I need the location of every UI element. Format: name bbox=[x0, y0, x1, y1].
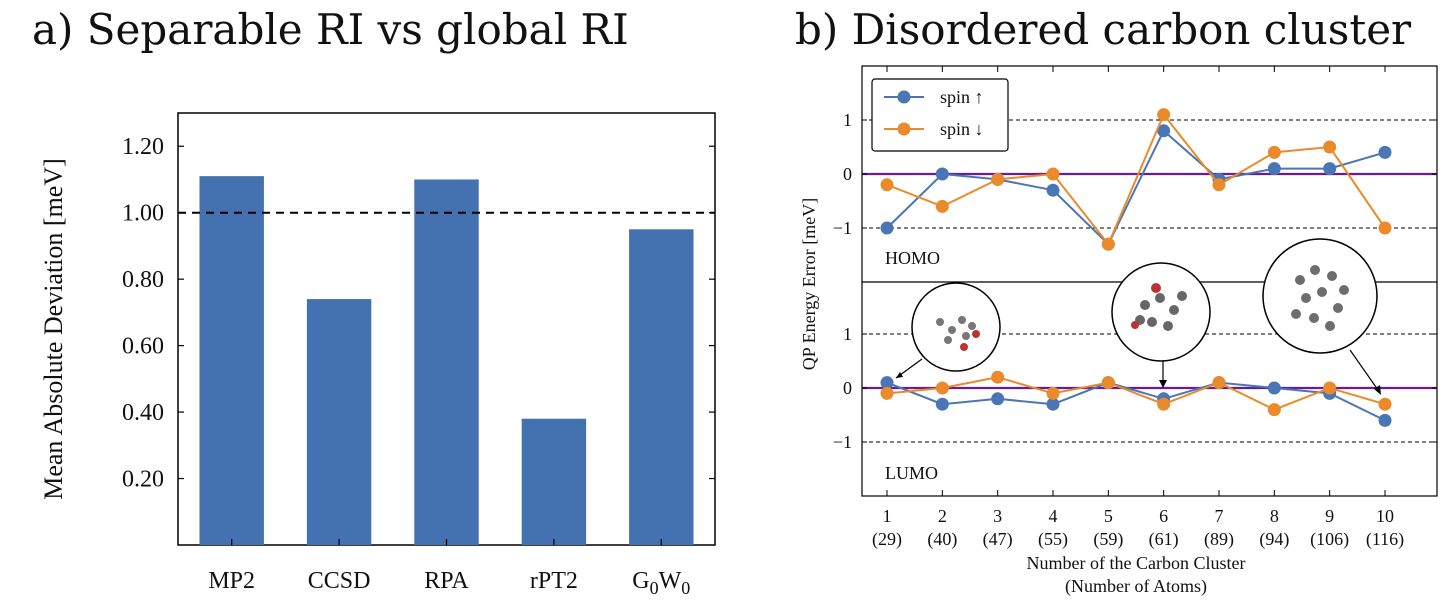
data-point-homo-down bbox=[1101, 237, 1115, 251]
plot-frame-b bbox=[861, 65, 1438, 497]
data-point-homo-down bbox=[1378, 221, 1392, 235]
x-tick-sublabel: (40) bbox=[927, 529, 957, 550]
data-point-homo-down bbox=[1267, 145, 1281, 159]
series-line-lumo-up bbox=[886, 381, 1386, 422]
data-point-lumo-up bbox=[880, 376, 894, 390]
category-label: G0W0 bbox=[632, 568, 690, 598]
x-tick-label: 5 bbox=[1104, 506, 1113, 526]
y-axis-label-b: QP Energy Error [meV] bbox=[799, 198, 819, 370]
category-label: RPA bbox=[424, 568, 469, 594]
data-point-lumo-down bbox=[1157, 397, 1171, 411]
data-point-homo-up bbox=[1046, 183, 1060, 197]
chart-b-title: b) Disordered carbon cluster bbox=[795, 5, 1412, 54]
chart-a-title: a) Separable RI vs global RI bbox=[32, 5, 629, 54]
data-point-homo-down bbox=[935, 199, 949, 213]
x-tick-label: 6 bbox=[1159, 506, 1168, 526]
x-tick-label: 7 bbox=[1215, 506, 1224, 526]
data-point-lumo-up bbox=[1267, 381, 1281, 395]
series-line-homo-up bbox=[886, 129, 1386, 246]
y-tick-label: 1 bbox=[843, 110, 852, 130]
x-tick-label: 2 bbox=[938, 506, 947, 526]
data-point-homo-down bbox=[1323, 140, 1337, 154]
x-tick-label: 10 bbox=[1376, 506, 1394, 526]
y-tick-label: 0 bbox=[843, 164, 852, 184]
series-line-lumo-down bbox=[886, 376, 1386, 411]
bar-rpa bbox=[414, 179, 479, 545]
legend-label-down: spin ↓ bbox=[940, 119, 984, 139]
data-point-homo-down bbox=[991, 172, 1005, 186]
data-point-lumo-down bbox=[1046, 386, 1060, 400]
line-chart: 10−110−1 bbox=[799, 65, 1438, 597]
data-point-lumo-up bbox=[1046, 397, 1060, 411]
x-axis-label-b: Number of the Carbon Cluster bbox=[1027, 553, 1246, 573]
y-tick-label: 0 bbox=[843, 378, 852, 398]
molecule-inset-10 bbox=[1262, 238, 1381, 395]
x-tick-sublabel: (29) bbox=[872, 529, 902, 550]
data-point-homo-down bbox=[1046, 167, 1060, 181]
y-tick-label: 0.40 bbox=[122, 400, 164, 426]
x-tick-sublabel: (61) bbox=[1149, 529, 1179, 550]
molecule-inset-1 bbox=[895, 282, 1001, 379]
x-tick-sublabel: (106) bbox=[1310, 529, 1349, 550]
y-tick-label: 1.00 bbox=[122, 201, 164, 227]
y-tick-label: −1 bbox=[833, 218, 852, 238]
category-label: MP2 bbox=[208, 568, 255, 594]
data-point-homo-up bbox=[935, 167, 949, 181]
data-point-lumo-down bbox=[1101, 376, 1115, 390]
x-tick-label: 8 bbox=[1270, 506, 1279, 526]
x-tick-label: 3 bbox=[993, 506, 1002, 526]
bar-mp2 bbox=[199, 176, 264, 545]
x-tick-sublabel: (89) bbox=[1204, 529, 1234, 550]
x-tick-label: 1 bbox=[883, 506, 892, 526]
data-point-lumo-up bbox=[1378, 413, 1392, 427]
data-point-lumo-down bbox=[880, 386, 894, 400]
data-point-homo-up bbox=[1378, 145, 1392, 159]
legend: spin ↑ spin ↓ bbox=[871, 78, 1009, 152]
data-point-homo-up bbox=[1267, 162, 1281, 176]
data-point-lumo-down bbox=[1323, 381, 1337, 395]
x-tick-sublabel: (116) bbox=[1366, 529, 1404, 550]
data-point-lumo-down bbox=[1212, 376, 1226, 390]
y-tick-label: −1 bbox=[833, 432, 852, 452]
data-point-lumo-down bbox=[935, 381, 949, 395]
bar-rpt2 bbox=[521, 418, 587, 545]
x-axis-sublabel-b: (Number of Atoms) bbox=[1065, 576, 1207, 597]
data-point-lumo-up bbox=[991, 392, 1005, 406]
lumo-label: LUMO bbox=[885, 463, 938, 483]
legend-marker-down bbox=[897, 122, 911, 136]
series-line-homo-down bbox=[886, 112, 1386, 247]
homo-label: HOMO bbox=[885, 248, 940, 268]
data-point-lumo-up bbox=[935, 397, 949, 411]
y-tick-label: 1 bbox=[843, 324, 852, 344]
legend-marker-up bbox=[897, 90, 911, 104]
x-tick-sublabel: (47) bbox=[983, 529, 1013, 550]
y-axis-label-a: Mean Absolute Deviation [meV] bbox=[39, 158, 68, 500]
data-point-lumo-down bbox=[1267, 403, 1281, 417]
y-tick-label: 0.80 bbox=[122, 267, 164, 293]
data-point-lumo-down bbox=[1378, 397, 1392, 411]
y-tick-label: 0.20 bbox=[122, 467, 164, 493]
x-tick-sublabel: (94) bbox=[1259, 529, 1289, 550]
category-label: CCSD bbox=[308, 568, 371, 594]
x-tick-label: 4 bbox=[1049, 506, 1058, 526]
data-point-homo-down bbox=[1157, 108, 1171, 122]
data-point-homo-up bbox=[1157, 124, 1171, 138]
x-tick-sublabel: (55) bbox=[1038, 529, 1068, 550]
data-point-homo-down bbox=[1212, 178, 1226, 192]
x-tick-sublabel: (59) bbox=[1093, 529, 1123, 550]
legend-label-up: spin ↑ bbox=[940, 87, 984, 107]
y-tick-label: 1.20 bbox=[122, 134, 164, 160]
y-tick-label: 0.60 bbox=[122, 334, 164, 360]
data-point-homo-up bbox=[880, 221, 894, 235]
bar-ccsd bbox=[306, 299, 372, 545]
data-point-homo-down bbox=[880, 178, 894, 192]
data-point-homo-up bbox=[1323, 162, 1337, 176]
bar-chart: 0.20 0.40 0.60 0.80 1.00 1.20 MP2 CCSD RPA rPT2 G… bbox=[39, 112, 716, 598]
bar-g0w0 bbox=[629, 229, 694, 546]
molecule-inset-6 bbox=[1111, 262, 1211, 388]
x-tick-label: 9 bbox=[1325, 506, 1334, 526]
category-label: rPT2 bbox=[530, 568, 578, 594]
data-point-lumo-down bbox=[991, 370, 1005, 384]
